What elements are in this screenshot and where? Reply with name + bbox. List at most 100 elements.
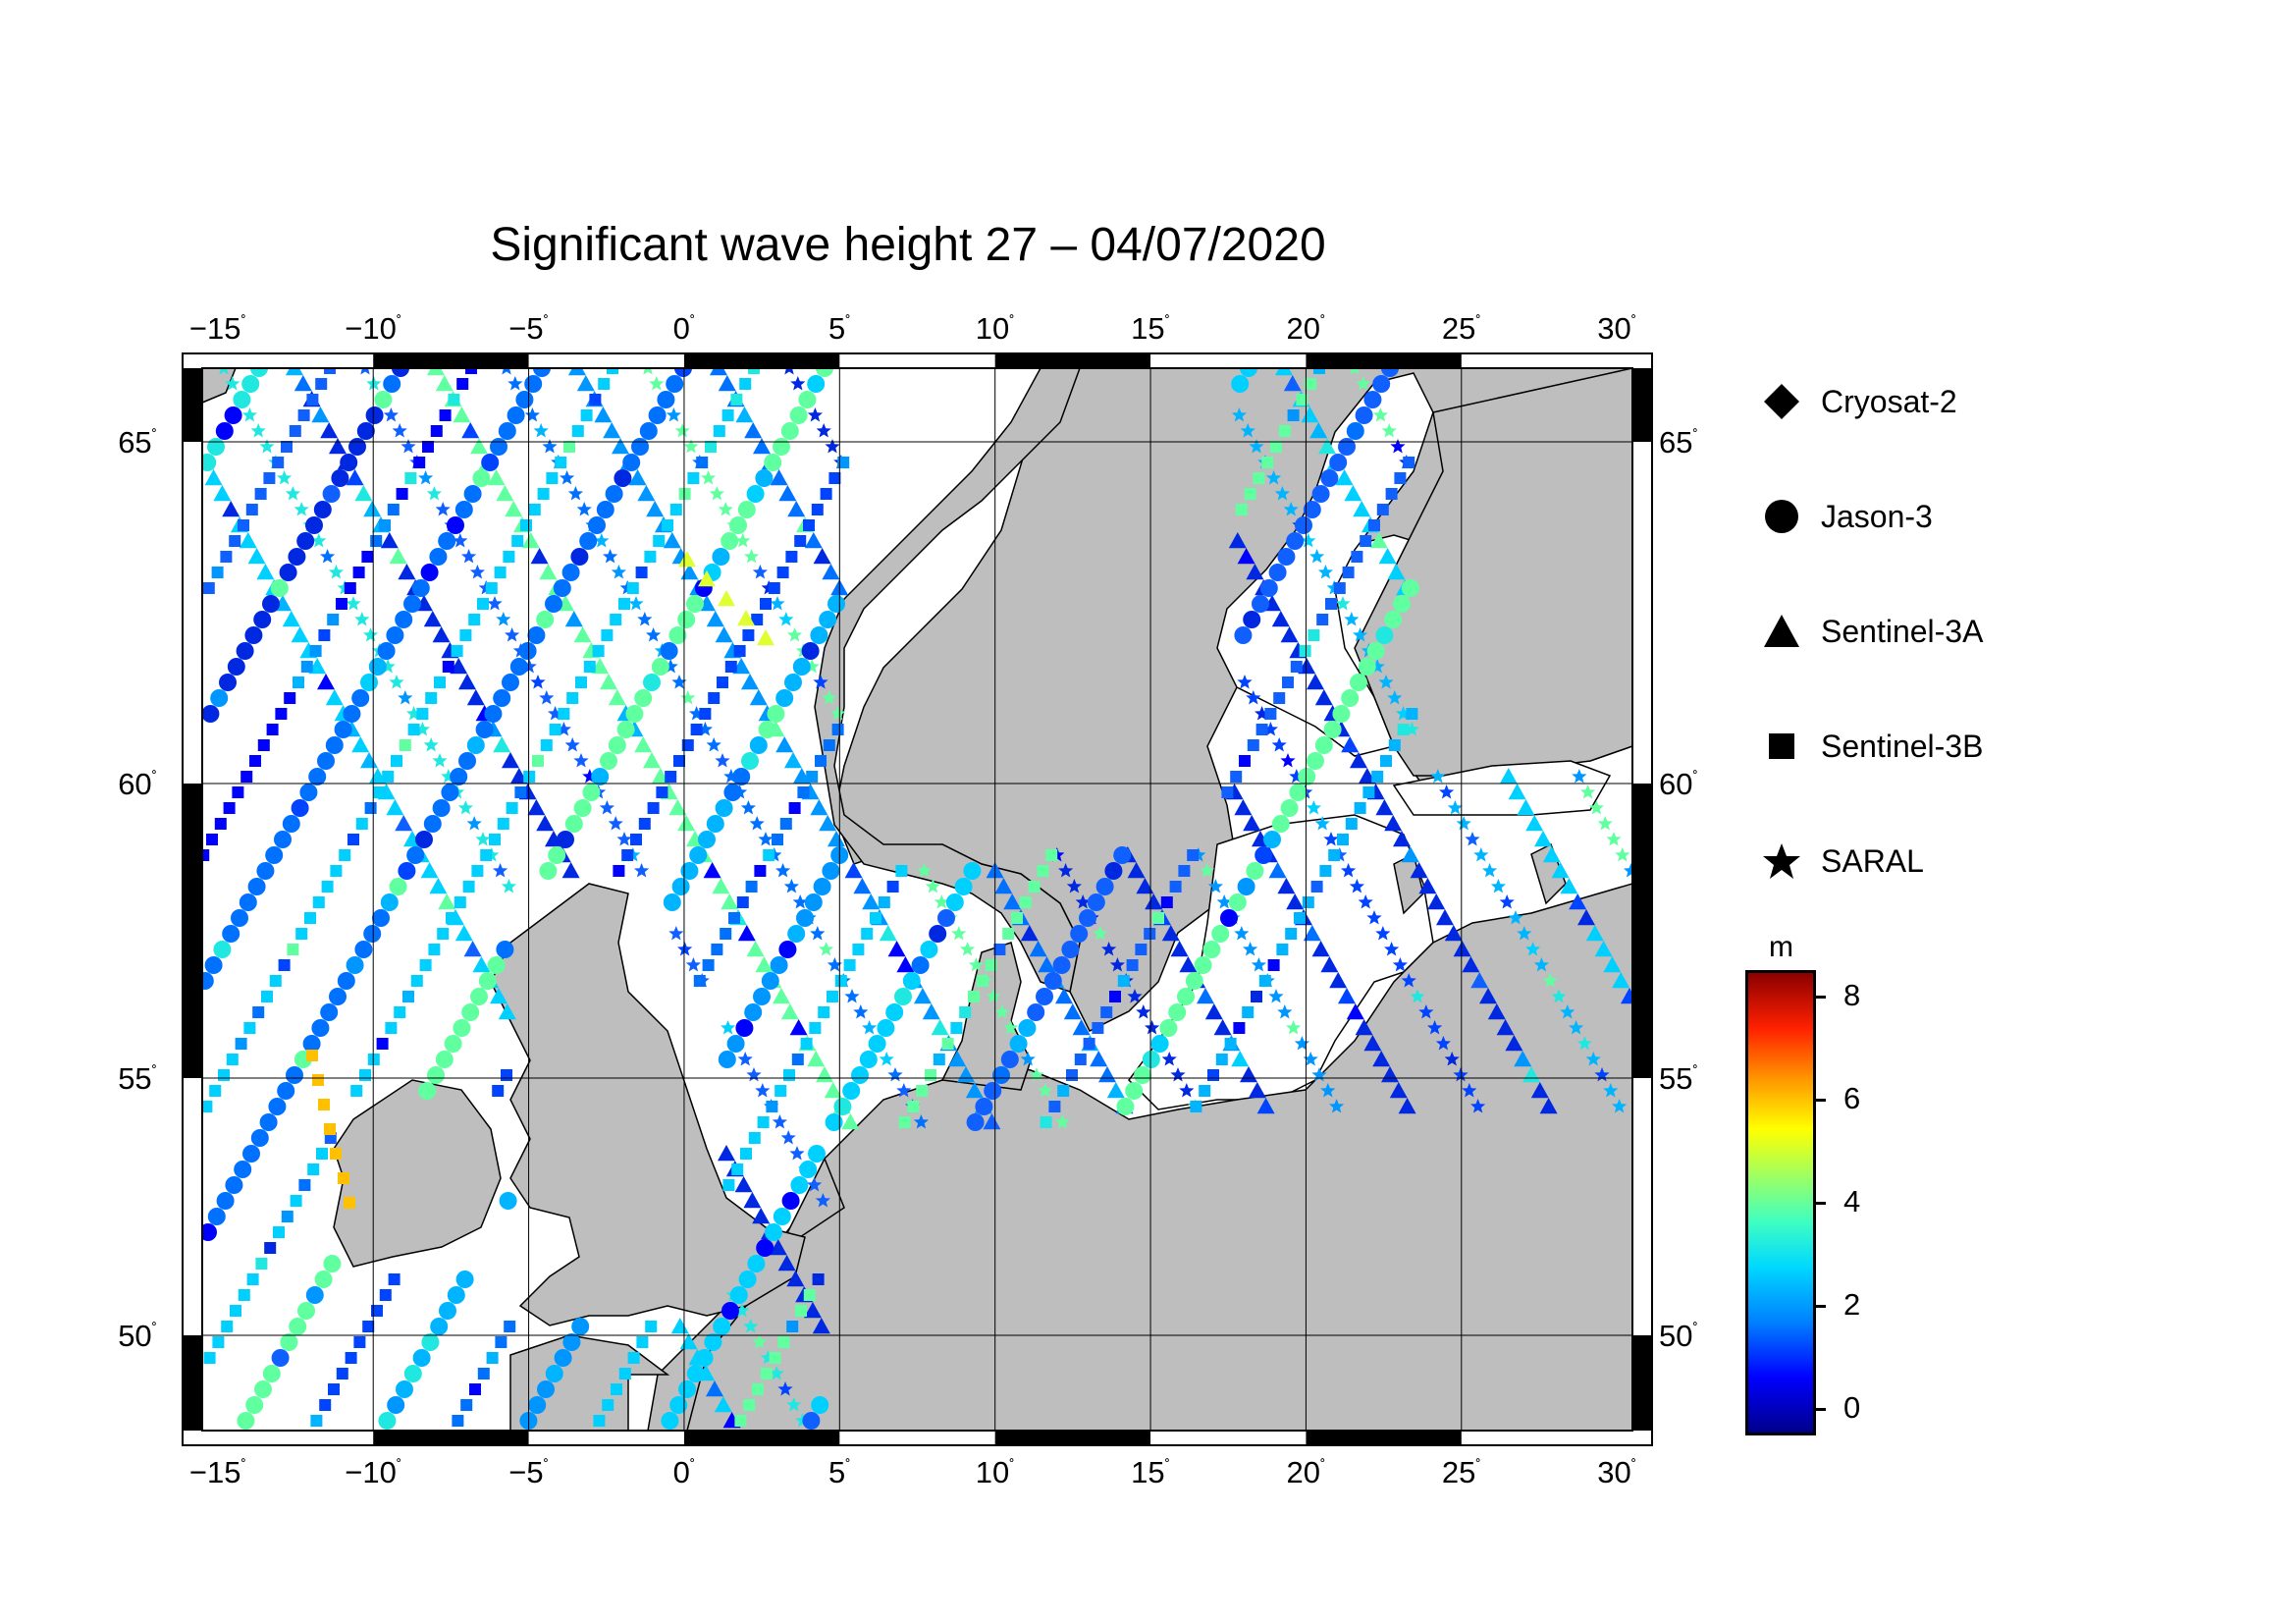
jason-3-point [668,626,687,644]
sentinel-3b-point [702,959,715,971]
sentinel-3b-point [504,1321,516,1332]
sentinel-3a-point [222,501,240,517]
sentinel-3a-point [1487,1003,1506,1020]
sentinel-3b-point [316,1148,328,1160]
saral-point [1410,989,1425,1003]
sentinel-3b-point [1319,865,1332,877]
jason-3-point [458,752,476,770]
sentinel-3a-point [505,501,523,517]
jason-3-point [756,1239,774,1257]
sentinel-3b-point [1264,708,1277,720]
saral-point [1320,1083,1336,1098]
jason-3-point [1246,862,1264,880]
jason-3-point [331,469,349,487]
sentinel-3b-point [1048,1101,1061,1112]
jason-3-point [202,454,217,471]
sentinel-3b-point [1376,504,1389,515]
sentinel-3b-point [315,378,328,390]
saral-point [383,407,399,422]
sentinel-3b-point [387,504,400,515]
jason-3-point [262,1365,281,1382]
sentinel-3b-point [1100,1006,1113,1018]
saral-point [775,863,791,878]
sentinel-3a-point [637,485,656,502]
saral-point [1306,800,1321,815]
sentinel-3b-point [307,1163,320,1175]
sentinel-3a-point [1508,784,1526,800]
sentinel-3b-point [452,1415,464,1427]
sentinel-3b-point [290,1195,302,1207]
frame-segment [1632,368,1652,442]
sentinel-3b-point [823,739,835,751]
jason-3-point [1043,972,1062,990]
sentinel-3a-point [1309,422,1328,439]
jason-3-point [518,642,537,660]
saral-point [862,1020,878,1035]
jason-3-point [758,721,776,738]
sentinel-3b-point [602,1399,614,1411]
sentinel-3a-point [1280,626,1299,643]
jason-3-point [396,1380,413,1398]
saral-point [380,659,396,674]
saral-point [1283,502,1299,516]
sentinel-3a-point [718,1145,735,1162]
sentinel-3b-point [1282,676,1294,688]
land-faroe-area [202,368,237,404]
sentinel-3b-point [495,1336,507,1348]
jason-3-point [450,768,468,785]
jason-3-point [202,705,220,723]
sentinel-3b-point [309,645,322,657]
latitude-label: 65˚ [1659,425,1698,460]
frame-segment [994,1431,1151,1445]
saral-point [573,753,589,768]
saral-point [1508,910,1523,925]
sentinel-3b-point [638,818,651,830]
saral-point [778,612,794,626]
sentinel-3b-point [202,582,215,594]
sentinel-3a-point [1542,846,1561,863]
jason-3-point [792,658,811,676]
jason-3-point [453,1019,471,1037]
jason-3-point [755,469,774,487]
jason-3-point [392,368,409,377]
jason-3-point [1237,878,1255,895]
sentinel-3a-point [463,941,482,957]
jason-3-point [920,941,938,958]
sentinel-3a-point [1387,564,1406,580]
sentinel-3a-point [1271,611,1290,627]
sentinel-3b-point [520,519,532,531]
saral-point [533,423,549,438]
jason-3-point [406,846,425,864]
jason-3-point [527,626,546,644]
saral-point [643,368,653,375]
sentinel-3a-point [1170,941,1189,957]
sentinel-3b-point [238,519,249,531]
longitude-label: 10˚ [976,311,1015,346]
sentinel-3a-point [786,1271,805,1287]
saral-point [1066,879,1082,893]
sentinel-3b-point [223,802,236,814]
jason-3-point [234,1161,252,1178]
jason-3-point [885,1003,904,1021]
jason-3-point [1095,878,1114,895]
jason-3-point [706,815,724,833]
sentinel-3a-point [879,925,897,942]
saral-point [752,565,768,579]
sentinel-3a-point [1145,893,1163,910]
jason-3-point [1185,972,1203,990]
sentinel-3b-point [1160,896,1173,908]
sentinel-3b-point [344,1197,355,1209]
jason-3-point [1052,956,1071,974]
saral-point [637,612,653,626]
sentinel-3b-point [803,1289,816,1301]
saral-point [735,533,751,548]
jason-3-point [395,611,413,628]
jason-3-point [784,674,802,691]
sentinel-3a-point [1505,1035,1523,1052]
sentinel-3b-point [733,645,746,657]
sentinel-3b-point [1302,896,1314,908]
jason-3-point [270,579,289,597]
saral-point [616,832,632,846]
sentinel-3b-point [607,368,618,374]
jason-3-point [461,1003,480,1021]
